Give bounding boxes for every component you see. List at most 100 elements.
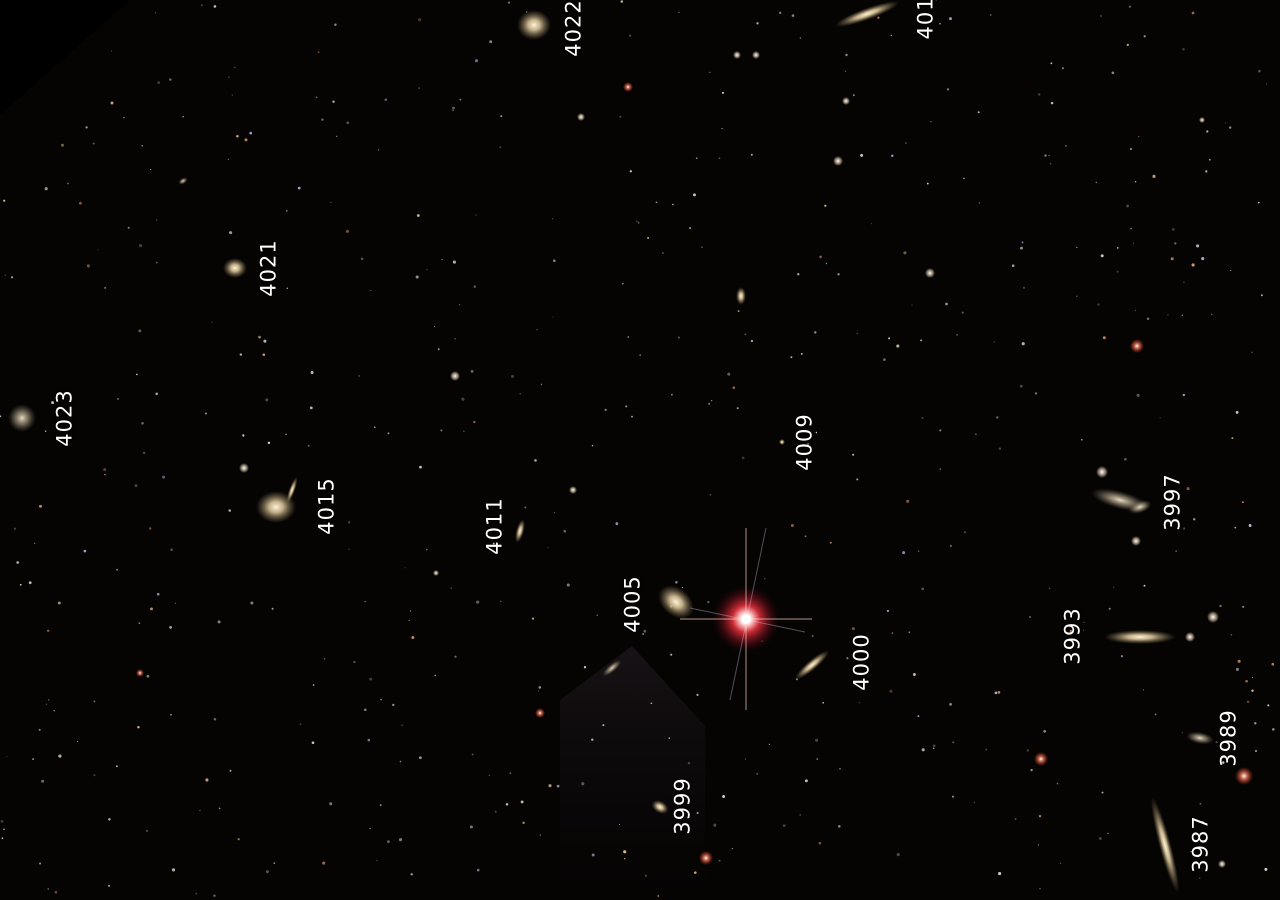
faint-star	[556, 784, 560, 788]
survey-edge-mask	[0, 0, 130, 115]
faint-star	[348, 548, 350, 550]
faint-star	[1076, 295, 1078, 298]
faint-star	[408, 619, 410, 621]
faint-star	[1235, 410, 1239, 414]
faint-star	[932, 744, 936, 747]
faint-star	[1108, 607, 1111, 610]
faint-star	[58, 754, 62, 758]
faint-star	[376, 859, 378, 862]
label-4005: 4005	[620, 575, 645, 633]
faint-star	[825, 262, 828, 265]
faint-star	[978, 202, 980, 204]
faint-star	[1130, 227, 1132, 230]
faint-star	[985, 748, 988, 751]
faint-star	[310, 370, 314, 375]
faint-star	[1182, 393, 1185, 397]
faint-star	[127, 226, 130, 229]
faint-star	[418, 18, 422, 22]
faint-star	[1128, 5, 1132, 8]
faint-star	[463, 430, 465, 432]
faint-star	[1101, 791, 1104, 794]
faint-star	[471, 753, 474, 756]
faint-star	[631, 415, 633, 418]
faint-star	[620, 0, 624, 3]
faint-star	[744, 758, 746, 760]
faint-star	[1026, 749, 1030, 752]
faint-star	[494, 810, 497, 813]
faint-star	[155, 261, 158, 264]
faint-star	[307, 444, 310, 447]
faint-star	[537, 690, 540, 692]
faint-star	[204, 412, 207, 415]
faint-star	[906, 499, 910, 503]
faint-star	[623, 858, 626, 860]
faint-star	[993, 341, 996, 343]
faint-star	[169, 626, 172, 629]
faint-star	[551, 218, 554, 220]
faint-star	[500, 600, 502, 603]
galaxy-4011	[515, 519, 525, 543]
faint-star	[650, 702, 653, 705]
faint-star	[815, 431, 818, 434]
faint-star	[678, 12, 680, 14]
faint-star	[877, 16, 880, 19]
faint-star	[476, 868, 480, 872]
galaxy-4023	[8, 404, 36, 432]
faint-star	[411, 636, 415, 639]
galaxy-small-mid	[736, 287, 746, 305]
faint-star	[1056, 782, 1059, 785]
faint-star	[233, 66, 236, 69]
faint-star	[961, 311, 964, 314]
faint-star	[155, 219, 158, 221]
faint-star	[1186, 487, 1190, 491]
faint-star	[200, 4, 203, 7]
faint-star	[1134, 181, 1137, 183]
faint-star	[1221, 761, 1225, 764]
faint-star	[779, 11, 782, 14]
faint-star	[1100, 254, 1104, 258]
galaxy-small-left	[178, 177, 188, 185]
faint-star	[231, 94, 234, 96]
faint-star	[473, 420, 476, 424]
faint-star	[566, 583, 570, 587]
faint-star	[1182, 527, 1186, 530]
faint-star	[1143, 584, 1146, 587]
faint-star	[1230, 269, 1232, 272]
faint-star	[399, 760, 402, 763]
galaxy-4015	[256, 476, 298, 523]
faint-star	[1020, 246, 1023, 250]
faint-star	[709, 71, 711, 73]
faint-star	[1271, 662, 1275, 666]
faint-star	[709, 494, 712, 496]
faint-star	[353, 660, 356, 664]
faint-star	[917, 715, 920, 718]
faint-star	[911, 304, 913, 306]
faint-star	[1231, 437, 1234, 440]
faint-star	[103, 468, 107, 472]
faint-star	[1258, 69, 1261, 73]
bright-red-star	[680, 527, 812, 710]
galaxy-4022	[517, 10, 551, 40]
faint-star	[367, 738, 371, 742]
faint-star	[618, 823, 621, 826]
label-4000: 4000	[849, 633, 874, 691]
faint-star	[1069, 629, 1073, 633]
faint-star	[975, 433, 977, 435]
faint-star	[668, 737, 671, 740]
faint-star	[918, 550, 920, 552]
faint-star	[1039, 887, 1041, 890]
faint-star	[852, 453, 855, 456]
faint-star	[32, 758, 35, 761]
faint-star	[946, 88, 950, 91]
faint-star	[1248, 524, 1252, 527]
faint-star	[416, 214, 420, 217]
faint-star	[671, 393, 673, 396]
faint-star	[643, 629, 647, 633]
faint-star	[1206, 130, 1209, 133]
faint-star	[782, 824, 786, 827]
faint-star	[547, 547, 549, 549]
faint-star	[211, 321, 213, 323]
faint-star	[591, 738, 594, 741]
faint-star	[994, 691, 998, 695]
galaxy-4021	[223, 258, 247, 278]
